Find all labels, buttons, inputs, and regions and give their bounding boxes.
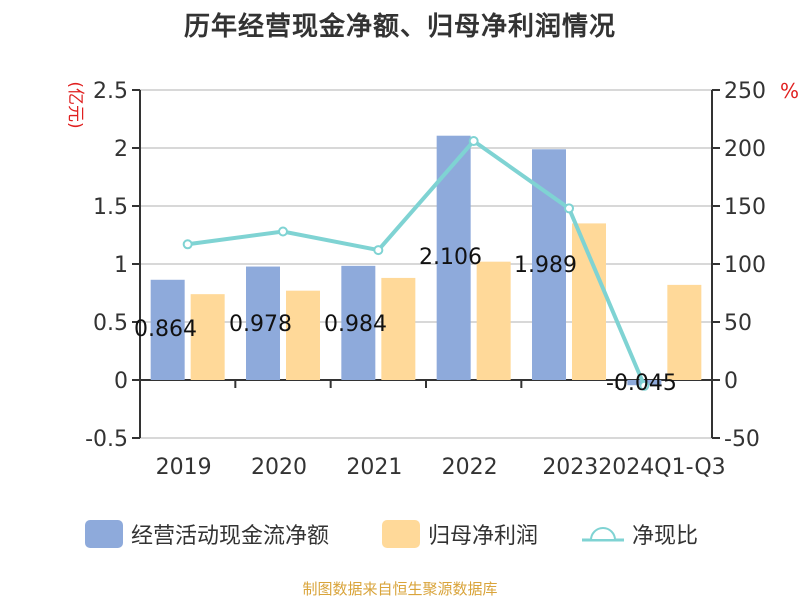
y-tick-label: 0.5 <box>93 311 128 336</box>
y2-tick-label: 250 <box>724 79 766 104</box>
y2-tick-label: 200 <box>724 137 766 162</box>
y-tick-label: 0 <box>114 369 128 394</box>
left-axis-unit: (亿元) <box>65 81 85 128</box>
y-tick-label: 1 <box>114 253 128 278</box>
y2-tick-label: 150 <box>724 195 766 220</box>
legend-swatch-yellow-icon <box>382 520 420 548</box>
y2-tick-label: 0 <box>724 369 738 394</box>
bar-cashflow[interactable] <box>246 266 280 380</box>
legend-label: 归母净利润 <box>428 524 539 549</box>
legend-item-cashflow[interactable]: 经营活动现金流净额 <box>85 518 329 550</box>
x-tick-label: 20232024Q1-Q3 <box>542 455 725 480</box>
y2-tick-label: 100 <box>724 253 766 278</box>
y-tick-label: 1.5 <box>93 195 128 220</box>
bar-netprofit[interactable] <box>572 223 606 380</box>
legend-label: 经营活动现金流净额 <box>131 524 330 549</box>
ratio-point[interactable] <box>468 136 479 147</box>
bar-value-label: 2.106 <box>419 245 482 270</box>
legend-item-ratio[interactable]: 净现比 <box>582 518 698 550</box>
bar-value-label: 0.864 <box>134 317 197 342</box>
bar-value-label: 0.978 <box>229 312 292 337</box>
y2-tick-label: 50 <box>724 311 752 336</box>
legend-label: 净现比 <box>632 524 699 549</box>
y-tick-label: 2.5 <box>93 79 128 104</box>
ratio-point[interactable] <box>564 203 574 214</box>
bar-netprofit[interactable] <box>190 294 225 380</box>
bar-netprofit[interactable] <box>476 261 511 380</box>
bar-value-label: -0.045 <box>606 371 677 396</box>
right-axis-unit: % <box>780 79 799 103</box>
legend-line-marker-icon <box>582 527 624 542</box>
legend: 经营活动现金流净额 归母净利润 净现比 <box>0 518 800 554</box>
ratio-point[interactable] <box>639 380 650 391</box>
y-tick-label: 2 <box>114 137 128 162</box>
x-tick-label: 2021 <box>346 455 402 480</box>
bar-netprofit[interactable] <box>381 277 416 380</box>
bar-value-label: 1.989 <box>514 253 577 278</box>
legend-swatch-blue-icon <box>85 520 123 548</box>
ratio-point[interactable] <box>182 239 193 250</box>
ratio-line <box>187 138 647 387</box>
bar-netprofit[interactable] <box>667 284 702 380</box>
ratio-point[interactable] <box>373 245 384 256</box>
chart-title: 历年经营现金净额、归母净利润情况 <box>183 12 616 42</box>
x-tick-label: 2019 <box>156 455 212 480</box>
bar-cashflow[interactable] <box>341 265 376 380</box>
y-tick-label: -0.5 <box>85 427 128 452</box>
legend-item-netprofit[interactable]: 归母净利润 <box>382 518 538 550</box>
bar-value-label: 0.984 <box>324 312 387 337</box>
ratio-point[interactable] <box>278 226 288 237</box>
x-tick-label: 2022 <box>442 455 498 480</box>
bar-netprofit[interactable] <box>286 290 320 380</box>
bar-cashflow[interactable] <box>150 279 185 380</box>
y2-tick-label: -50 <box>724 427 760 452</box>
x-tick-label: 2020 <box>251 455 307 480</box>
data-source-note: 制图数据来自恒生聚源数据库 <box>302 580 498 598</box>
